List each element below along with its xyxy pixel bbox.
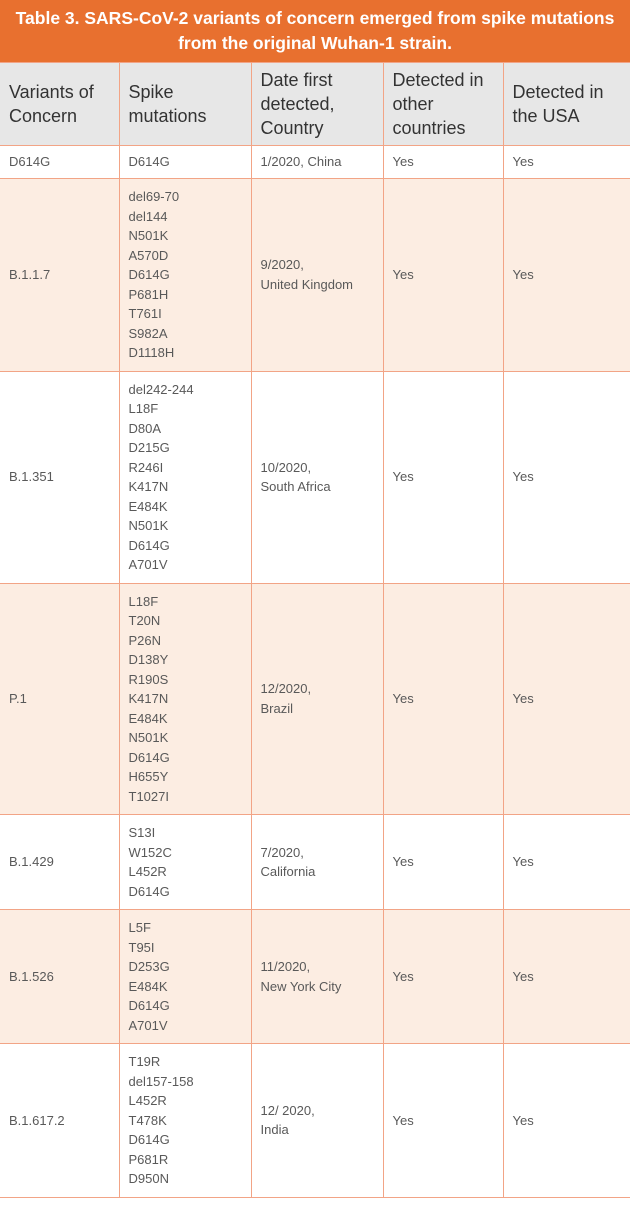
mutation: T19R [128, 1054, 161, 1069]
other-countries-cell: Yes [382, 178, 504, 372]
mutation: R246I [128, 459, 164, 475]
date-country-cell: 7/2020, California [250, 814, 384, 910]
mutations-cell: L5F T95I D253G E484K D614G A701V [118, 909, 252, 1044]
mutation: D614G [128, 998, 170, 1013]
mutation: E484K [128, 710, 168, 726]
mutation: del144 [128, 208, 168, 224]
mutation: S13I [128, 825, 156, 840]
table-row: B.1.429 S13I W152C L452R D614G 7/2020, Califor… [0, 814, 630, 910]
table-row: D614G D614G 1/2020, China Yes Yes [0, 145, 630, 179]
header-row: Variants of Concern Spike mutations Date… [0, 62, 630, 146]
mutation: P681R [128, 1151, 169, 1167]
mutation: N501K [128, 730, 169, 745]
date-country-cell: 12/ 2020, India [250, 1043, 384, 1198]
usa-cell: Yes [502, 814, 630, 910]
variant-cell: B.1.617.2 [0, 1043, 120, 1198]
table-row: B.1.526 L5F T95I D253G E484K D614G A701V 11/202… [0, 909, 630, 1044]
usa-cell: Yes [502, 1043, 630, 1198]
variants-table: Variants of Concern Spike mutations Date… [0, 62, 630, 1198]
mutation: T95I [128, 939, 155, 955]
mutation: A701V [128, 557, 168, 572]
mutation: D138Y [128, 652, 169, 667]
mutation: S982A [128, 325, 168, 341]
mutation: P26N [128, 632, 162, 648]
date-country-cell: 10/2020, South Africa [250, 370, 384, 584]
date-country-cell: 1/2020, China [250, 145, 384, 179]
mutation: E484K [128, 978, 168, 994]
table-row: B.1.1.7 del69-70 del144 N501K A570D D614G P681… [0, 178, 630, 372]
mutation: D950N [128, 1171, 169, 1186]
column-header-date-country: Date first detected, Country [250, 62, 384, 146]
mutation: L18F [128, 401, 159, 416]
mutation: L18F [128, 593, 159, 609]
mutation: D253G [128, 959, 170, 974]
mutation: T761I [128, 306, 162, 321]
other-countries-cell: Yes [382, 1043, 504, 1198]
usa-cell: Yes [502, 582, 630, 815]
date-country-cell: 9/2020, United Kingdom [250, 178, 384, 372]
other-countries-cell: Yes [382, 370, 504, 584]
other-countries-cell: Yes [382, 909, 504, 1044]
mutation: D614G [128, 537, 170, 553]
mutation: W152C [128, 844, 172, 860]
mutation: D80A [128, 420, 162, 436]
mutation: D614G [128, 154, 170, 170]
mutation: P681H [128, 286, 169, 302]
column-header-usa: Detected in the USA [502, 62, 630, 146]
other-countries-cell: Yes [382, 582, 504, 815]
usa-cell: Yes [502, 178, 630, 372]
mutations-cell: del69-70 del144 N501K A570D D614G P681H T761I S… [118, 178, 252, 372]
mutation: D1118H [128, 345, 175, 360]
variant-cell: B.1.351 [0, 370, 120, 584]
usa-cell: Yes [502, 370, 630, 584]
mutation: D614G [128, 267, 170, 282]
variant-cell: B.1.429 [0, 814, 120, 910]
mutation: T20N [128, 613, 161, 628]
mutations-cell: S13I W152C L452R D614G [118, 814, 252, 910]
mutations-cell: L18F T20N P26N D138Y R190S K417N E484K N501K D61… [118, 582, 252, 815]
mutation: A570D [128, 247, 169, 263]
mutation: K417N [128, 479, 169, 494]
table-title: Table 3. SARS-CoV-2 variants of concern … [0, 0, 630, 62]
table-row: P.1 L18F T20N P26N D138Y R190S K417N E484K N501K… [0, 582, 630, 815]
mutation: H655Y [128, 769, 169, 784]
mutation: L452R [128, 1093, 167, 1108]
mutations-cell: D614G [118, 145, 252, 179]
usa-cell: Yes [502, 145, 630, 179]
mutation: N501K [128, 518, 169, 533]
date-country-cell: 12/2020, Brazil [250, 582, 384, 815]
mutation: del242-244 [128, 381, 194, 397]
mutation: L452R [128, 864, 167, 879]
mutations-cell: T19R del157-158 L452R T478K D614G P681R D950N [118, 1043, 252, 1198]
mutation: L5F [128, 920, 151, 935]
column-header-other-countries: Detected in other countries [382, 62, 504, 146]
mutation: N501K [128, 228, 169, 243]
column-header-variant: Variants of Concern [0, 62, 120, 146]
mutation: D614G [128, 749, 170, 765]
table-row: B.1.351 del242-244 L18F D80A D215G R246I K417N… [0, 370, 630, 584]
variant-cell: P.1 [0, 582, 120, 815]
mutation: T1027I [128, 788, 169, 804]
column-header-mutations: Spike mutations [118, 62, 252, 146]
mutation: del69-70 [128, 189, 180, 204]
variant-cell: D614G [0, 145, 120, 179]
mutation: E484K [128, 498, 168, 514]
date-country-cell: 11/2020, New York City [250, 909, 384, 1044]
mutation: D215G [128, 440, 170, 455]
mutation: K417N [128, 691, 169, 706]
mutation: T478K [128, 1112, 167, 1128]
mutation: R190S [128, 671, 169, 687]
mutation: del157-158 [128, 1073, 194, 1089]
mutation: D614G [128, 1132, 170, 1147]
mutation: D614G [128, 883, 170, 899]
table-row: B.1.617.2 T19R del157-158 L452R T478K D614G P6… [0, 1043, 630, 1198]
mutation: A701V [128, 1017, 168, 1033]
other-countries-cell: Yes [382, 145, 504, 179]
usa-cell: Yes [502, 909, 630, 1044]
mutations-cell: del242-244 L18F D80A D215G R246I K417N E484K N5… [118, 370, 252, 584]
variant-cell: B.1.526 [0, 909, 120, 1044]
other-countries-cell: Yes [382, 814, 504, 910]
variant-cell: B.1.1.7 [0, 178, 120, 372]
